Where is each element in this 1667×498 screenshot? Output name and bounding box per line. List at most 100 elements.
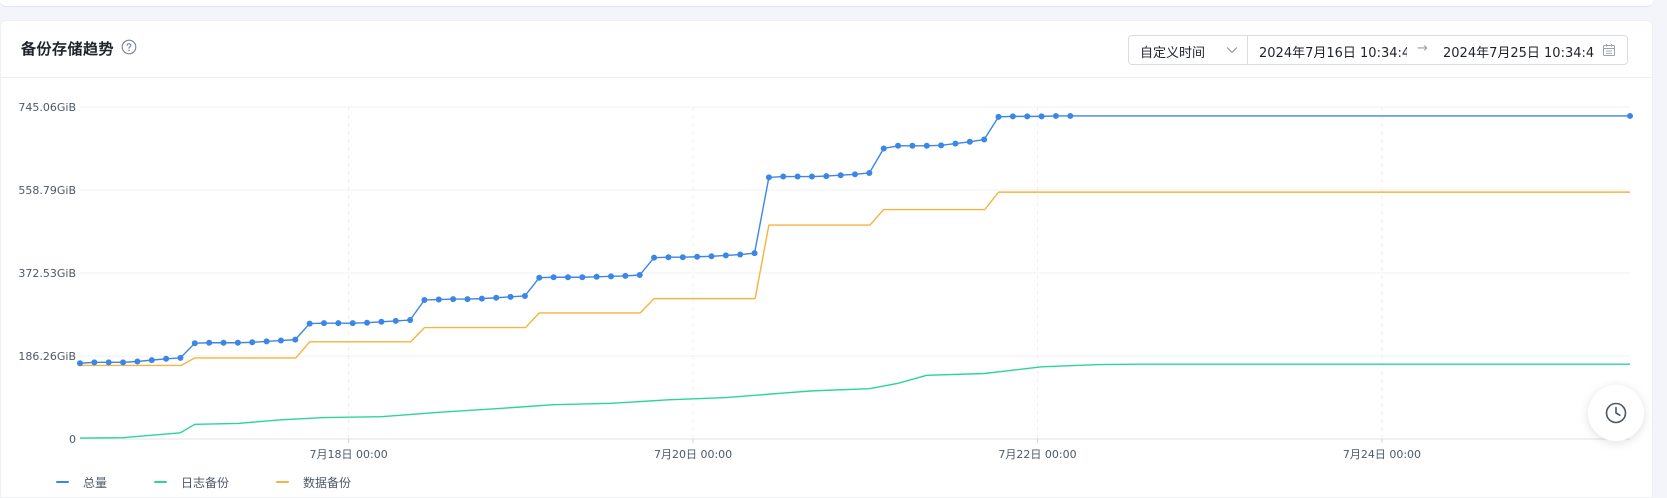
- start-date-input[interactable]: 2024年7月16日 10:34:48: [1259, 46, 1407, 61]
- axis-layer: 0 186.26GiB 372.53GiB 558.79GiB 745.06GiB 7月1…: [18, 101, 1421, 461]
- data-point: [234, 339, 241, 346]
- y-tick-label: 186.26GiB: [18, 350, 76, 363]
- data-point: [737, 251, 744, 258]
- clock-history-icon: [1605, 402, 1627, 424]
- data-point: [220, 339, 227, 346]
- data-point: [579, 274, 586, 281]
- y-tick-label: 372.53GiB: [18, 267, 76, 280]
- data-point: [249, 339, 256, 346]
- data-point: [120, 359, 127, 366]
- data-point: [464, 296, 471, 303]
- data-point: [521, 292, 528, 299]
- card-header: 备份存储趋势 自定义时间 2024年7月16日 10:34:48 → 2024年…: [1, 21, 1652, 78]
- card-title: 备份存储趋势: [21, 40, 115, 58]
- data-point: [823, 173, 830, 180]
- previous-card-edge: [0, 0, 1653, 7]
- data-point: [694, 253, 701, 260]
- data-point: [966, 138, 973, 145]
- data-point: [435, 296, 442, 303]
- data-point: [536, 274, 543, 281]
- data-point: [364, 319, 371, 326]
- data-point: [277, 337, 284, 344]
- data-point: [407, 317, 414, 324]
- data-point: [909, 142, 916, 149]
- data-point: [1067, 112, 1074, 119]
- data-point: [651, 254, 658, 261]
- data-point: [177, 354, 184, 361]
- data-point: [923, 142, 930, 149]
- data-point: [134, 358, 141, 365]
- data-point: [808, 173, 815, 180]
- data-point: [995, 113, 1002, 120]
- data-point: [105, 359, 112, 366]
- chevron-down-icon: [1226, 47, 1238, 54]
- data-point: [507, 293, 514, 300]
- data-point: [148, 357, 155, 364]
- data-point: [263, 338, 270, 345]
- data-point: [837, 172, 844, 179]
- data-point: [1627, 112, 1633, 119]
- time-mode-label: 自定义时间: [1140, 46, 1206, 61]
- legend-swatch-log-backup: [154, 481, 167, 483]
- legend-swatch-data-backup: [276, 481, 289, 483]
- data-point: [1024, 113, 1031, 120]
- data-point: [938, 142, 945, 149]
- x-tick-label: 7月24日 00:00: [1343, 448, 1421, 461]
- data-point: [77, 360, 83, 367]
- x-tick-label: 7月22日 00:00: [998, 448, 1076, 461]
- data-point: [708, 253, 715, 260]
- time-mode-select[interactable]: 自定义时间: [1129, 36, 1248, 64]
- data-point: [665, 254, 672, 261]
- series-line-0: [79, 115, 1630, 364]
- series-line-2: [80, 191, 1630, 367]
- data-point: [335, 320, 342, 327]
- data-point: [780, 173, 787, 180]
- data-point: [608, 273, 615, 280]
- data-point: [593, 273, 600, 280]
- data-point: [191, 340, 198, 347]
- data-point: [981, 136, 988, 143]
- data-point: [91, 359, 98, 366]
- backup-storage-trend-card: 备份存储趋势 自定义时间 2024年7月16日 10:34:48 → 2024年…: [0, 20, 1653, 498]
- series-line-1: [79, 363, 1630, 439]
- y-tick-label: 0: [69, 433, 76, 446]
- data-point: [880, 145, 887, 152]
- data-point: [450, 296, 457, 303]
- data-point: [895, 142, 902, 149]
- data-point: [1052, 112, 1059, 119]
- end-date-input[interactable]: 2024年7月25日 10:34:48: [1443, 46, 1595, 61]
- data-point: [622, 272, 629, 279]
- legend-label-data-backup: 数据备份: [303, 476, 352, 490]
- data-point: [852, 171, 858, 178]
- data-point: [1009, 113, 1016, 120]
- data-point: [1038, 113, 1045, 120]
- data-point: [952, 140, 959, 147]
- data-point: [751, 250, 758, 257]
- calendar-icon[interactable]: [1602, 43, 1616, 57]
- history-fab-button[interactable]: [1588, 385, 1644, 441]
- data-point: [421, 296, 428, 303]
- data-point: [392, 317, 399, 324]
- legend-swatch-total: [56, 481, 69, 483]
- data-point: [636, 272, 643, 279]
- data-point: [349, 320, 356, 327]
- legend-label-total: 总量: [83, 476, 108, 490]
- data-point: [765, 174, 772, 181]
- x-tick-label: 7月20日 00:00: [654, 448, 732, 461]
- y-tick-label: 558.79GiB: [18, 184, 76, 197]
- data-point: [320, 320, 327, 327]
- data-point: [493, 294, 500, 301]
- series-layer: [77, 112, 1633, 439]
- legend-label-log-backup: 日志备份: [181, 476, 230, 490]
- data-point: [306, 320, 313, 327]
- data-point: [866, 169, 873, 176]
- date-range-separator: →: [1417, 41, 1428, 56]
- question-circle-icon[interactable]: [121, 39, 137, 55]
- data-point: [794, 173, 801, 180]
- data-point: [206, 339, 213, 346]
- data-point: [722, 252, 729, 259]
- data-point: [378, 318, 385, 325]
- grid-layer: [80, 106, 1630, 440]
- data-point: [478, 295, 485, 302]
